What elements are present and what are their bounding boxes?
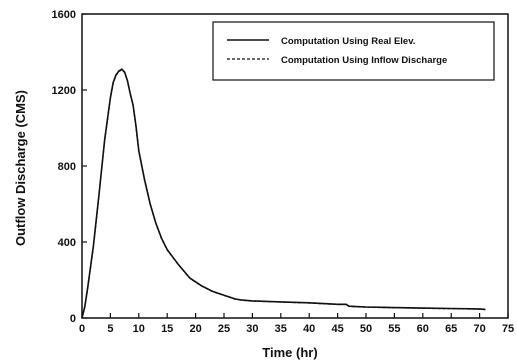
x-tick-label: 55 — [388, 323, 400, 335]
y-tick-label: 400 — [58, 237, 76, 249]
series-line-1 — [81, 68, 486, 319]
x-axis-title: Time (hr) — [262, 345, 317, 360]
x-tick-label: 50 — [360, 323, 372, 335]
x-axis-ticks: 0 5 10 15 20 25 30 35 40 45 50 55 60 65 70 75 — [79, 313, 514, 335]
x-tick-label: 35 — [275, 323, 287, 335]
y-tick-label: 1600 — [52, 9, 76, 21]
y-tick-label: 1200 — [52, 85, 76, 97]
x-tick-label: 75 — [502, 323, 514, 335]
x-tick-label: 10 — [133, 323, 145, 335]
y-axis-ticks: 0 400 800 1200 1600 — [52, 9, 87, 325]
y-tick-label: 800 — [58, 161, 76, 173]
y-tick-label: 0 — [70, 313, 76, 325]
x-tick-label: 65 — [445, 323, 457, 335]
series-layer — [81, 68, 486, 319]
x-tick-label: 0 — [79, 323, 85, 335]
legend-box — [212, 21, 495, 81]
y-axis-title: Outflow Discharge (CMS) — [13, 90, 28, 246]
legend-label-2: Computation Using Inflow Discharge — [281, 55, 447, 66]
x-tick-label: 70 — [473, 323, 485, 335]
series-line-2 — [81, 69, 486, 319]
x-tick-label: 60 — [417, 323, 429, 335]
x-tick-label: 40 — [303, 323, 315, 335]
x-tick-label: 5 — [107, 323, 113, 335]
legend-label-1: Computation Using Real Elev. — [281, 36, 415, 47]
x-tick-label: 25 — [218, 323, 230, 335]
x-tick-label: 30 — [246, 323, 258, 335]
x-tick-label: 45 — [331, 323, 343, 335]
legend: Computation Using Real Elev. Computation … — [212, 21, 495, 81]
x-tick-label: 20 — [189, 323, 201, 335]
x-tick-label: 15 — [161, 323, 173, 335]
